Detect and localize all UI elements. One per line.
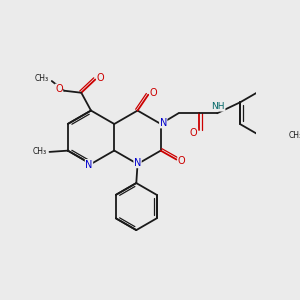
Text: N: N [85, 160, 93, 170]
Text: CH₃: CH₃ [289, 131, 300, 140]
Text: NH: NH [212, 102, 225, 111]
Text: O: O [178, 156, 185, 166]
Text: O: O [97, 73, 104, 83]
Text: O: O [55, 84, 63, 94]
Text: O: O [149, 88, 157, 98]
Text: O: O [41, 74, 48, 83]
Text: O: O [190, 128, 198, 138]
Text: CH₃: CH₃ [33, 147, 47, 156]
Text: CH₃: CH₃ [35, 74, 49, 83]
Text: N: N [134, 158, 141, 168]
Text: N: N [160, 118, 167, 128]
